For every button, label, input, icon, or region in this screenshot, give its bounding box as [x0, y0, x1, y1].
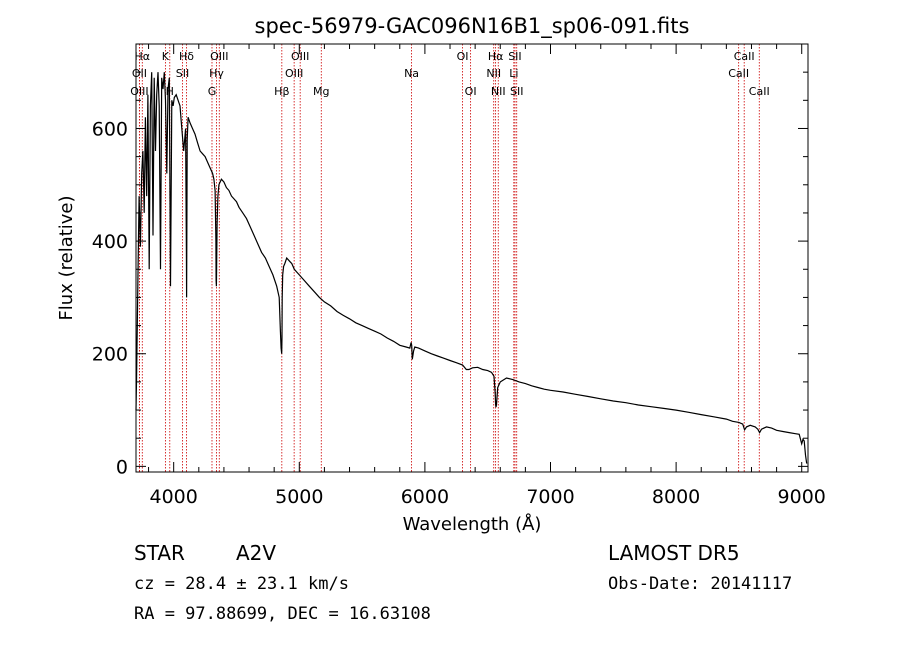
- y-axis-label: Flux (relative): [56, 195, 77, 320]
- line-marker-label: OII: [132, 67, 147, 80]
- plot-frame: [135, 43, 809, 473]
- redshift: cz = 28.4 ± 23.1 km/s: [134, 574, 349, 594]
- x-tick-label: 4000: [150, 486, 198, 508]
- x-tick-label: 6000: [401, 486, 449, 508]
- line-marker-label: OI: [457, 50, 469, 63]
- line-marker-label: SII: [176, 67, 189, 80]
- x-tick-label: 5000: [275, 486, 323, 508]
- y-tick-label: 600: [92, 118, 128, 140]
- x-tick-label: 7000: [526, 486, 574, 508]
- line-marker-label: Hβ: [274, 85, 289, 98]
- line-markers: [138, 44, 760, 472]
- line-marker-label: Hα: [488, 50, 504, 63]
- line-marker-label: SII: [508, 50, 521, 63]
- line-marker-label: OIII: [291, 50, 309, 63]
- x-axis-label: Wavelength (Å): [403, 513, 542, 535]
- x-tick-label: 8000: [652, 486, 700, 508]
- survey-name: LAMOST DR5: [608, 541, 740, 565]
- line-marker-label: OIII: [285, 67, 303, 80]
- object-class: STAR: [134, 541, 185, 565]
- chart-title: spec-56979-GAC096N16B1_sp06-091.fits: [255, 14, 690, 39]
- line-marker-label: OIII: [130, 85, 148, 98]
- line-marker-label: Hγ: [209, 67, 224, 80]
- line-marker-label: CaII: [728, 67, 749, 80]
- y-tick-label: 0: [116, 456, 128, 478]
- line-marker-label: CaII: [734, 50, 755, 63]
- line-marker-label: NII: [491, 85, 506, 98]
- x-axis: 4000 5000 6000 7000 8000 9000: [148, 44, 826, 508]
- line-marker-label: NII: [486, 67, 501, 80]
- spectrum-line: [135, 72, 808, 464]
- x-tick-label: 9000: [778, 486, 826, 508]
- coordinates: RA = 97.88699, DEC = 16.63108: [134, 604, 431, 624]
- line-marker-label: Mg: [313, 85, 329, 98]
- obs-date: Obs-Date: 20141117: [608, 574, 792, 594]
- line-marker-label: K: [162, 50, 170, 63]
- line-marker-label: Hα: [135, 50, 151, 63]
- line-marker-label: OI: [465, 85, 477, 98]
- line-marker-label: SII: [510, 85, 523, 98]
- line-marker-label: Li: [509, 67, 518, 80]
- line-marker-label: OIII: [210, 50, 228, 63]
- line-marker-label: CaII: [749, 85, 770, 98]
- subclass: A2V: [236, 541, 276, 565]
- y-tick-label: 200: [92, 344, 128, 366]
- y-axis: 0 200 400 600: [92, 71, 808, 478]
- line-marker-label: Na: [404, 67, 419, 80]
- line-marker-label: G: [208, 85, 217, 98]
- y-tick-label: 400: [92, 231, 128, 253]
- line-marker-label: Hδ: [179, 50, 194, 63]
